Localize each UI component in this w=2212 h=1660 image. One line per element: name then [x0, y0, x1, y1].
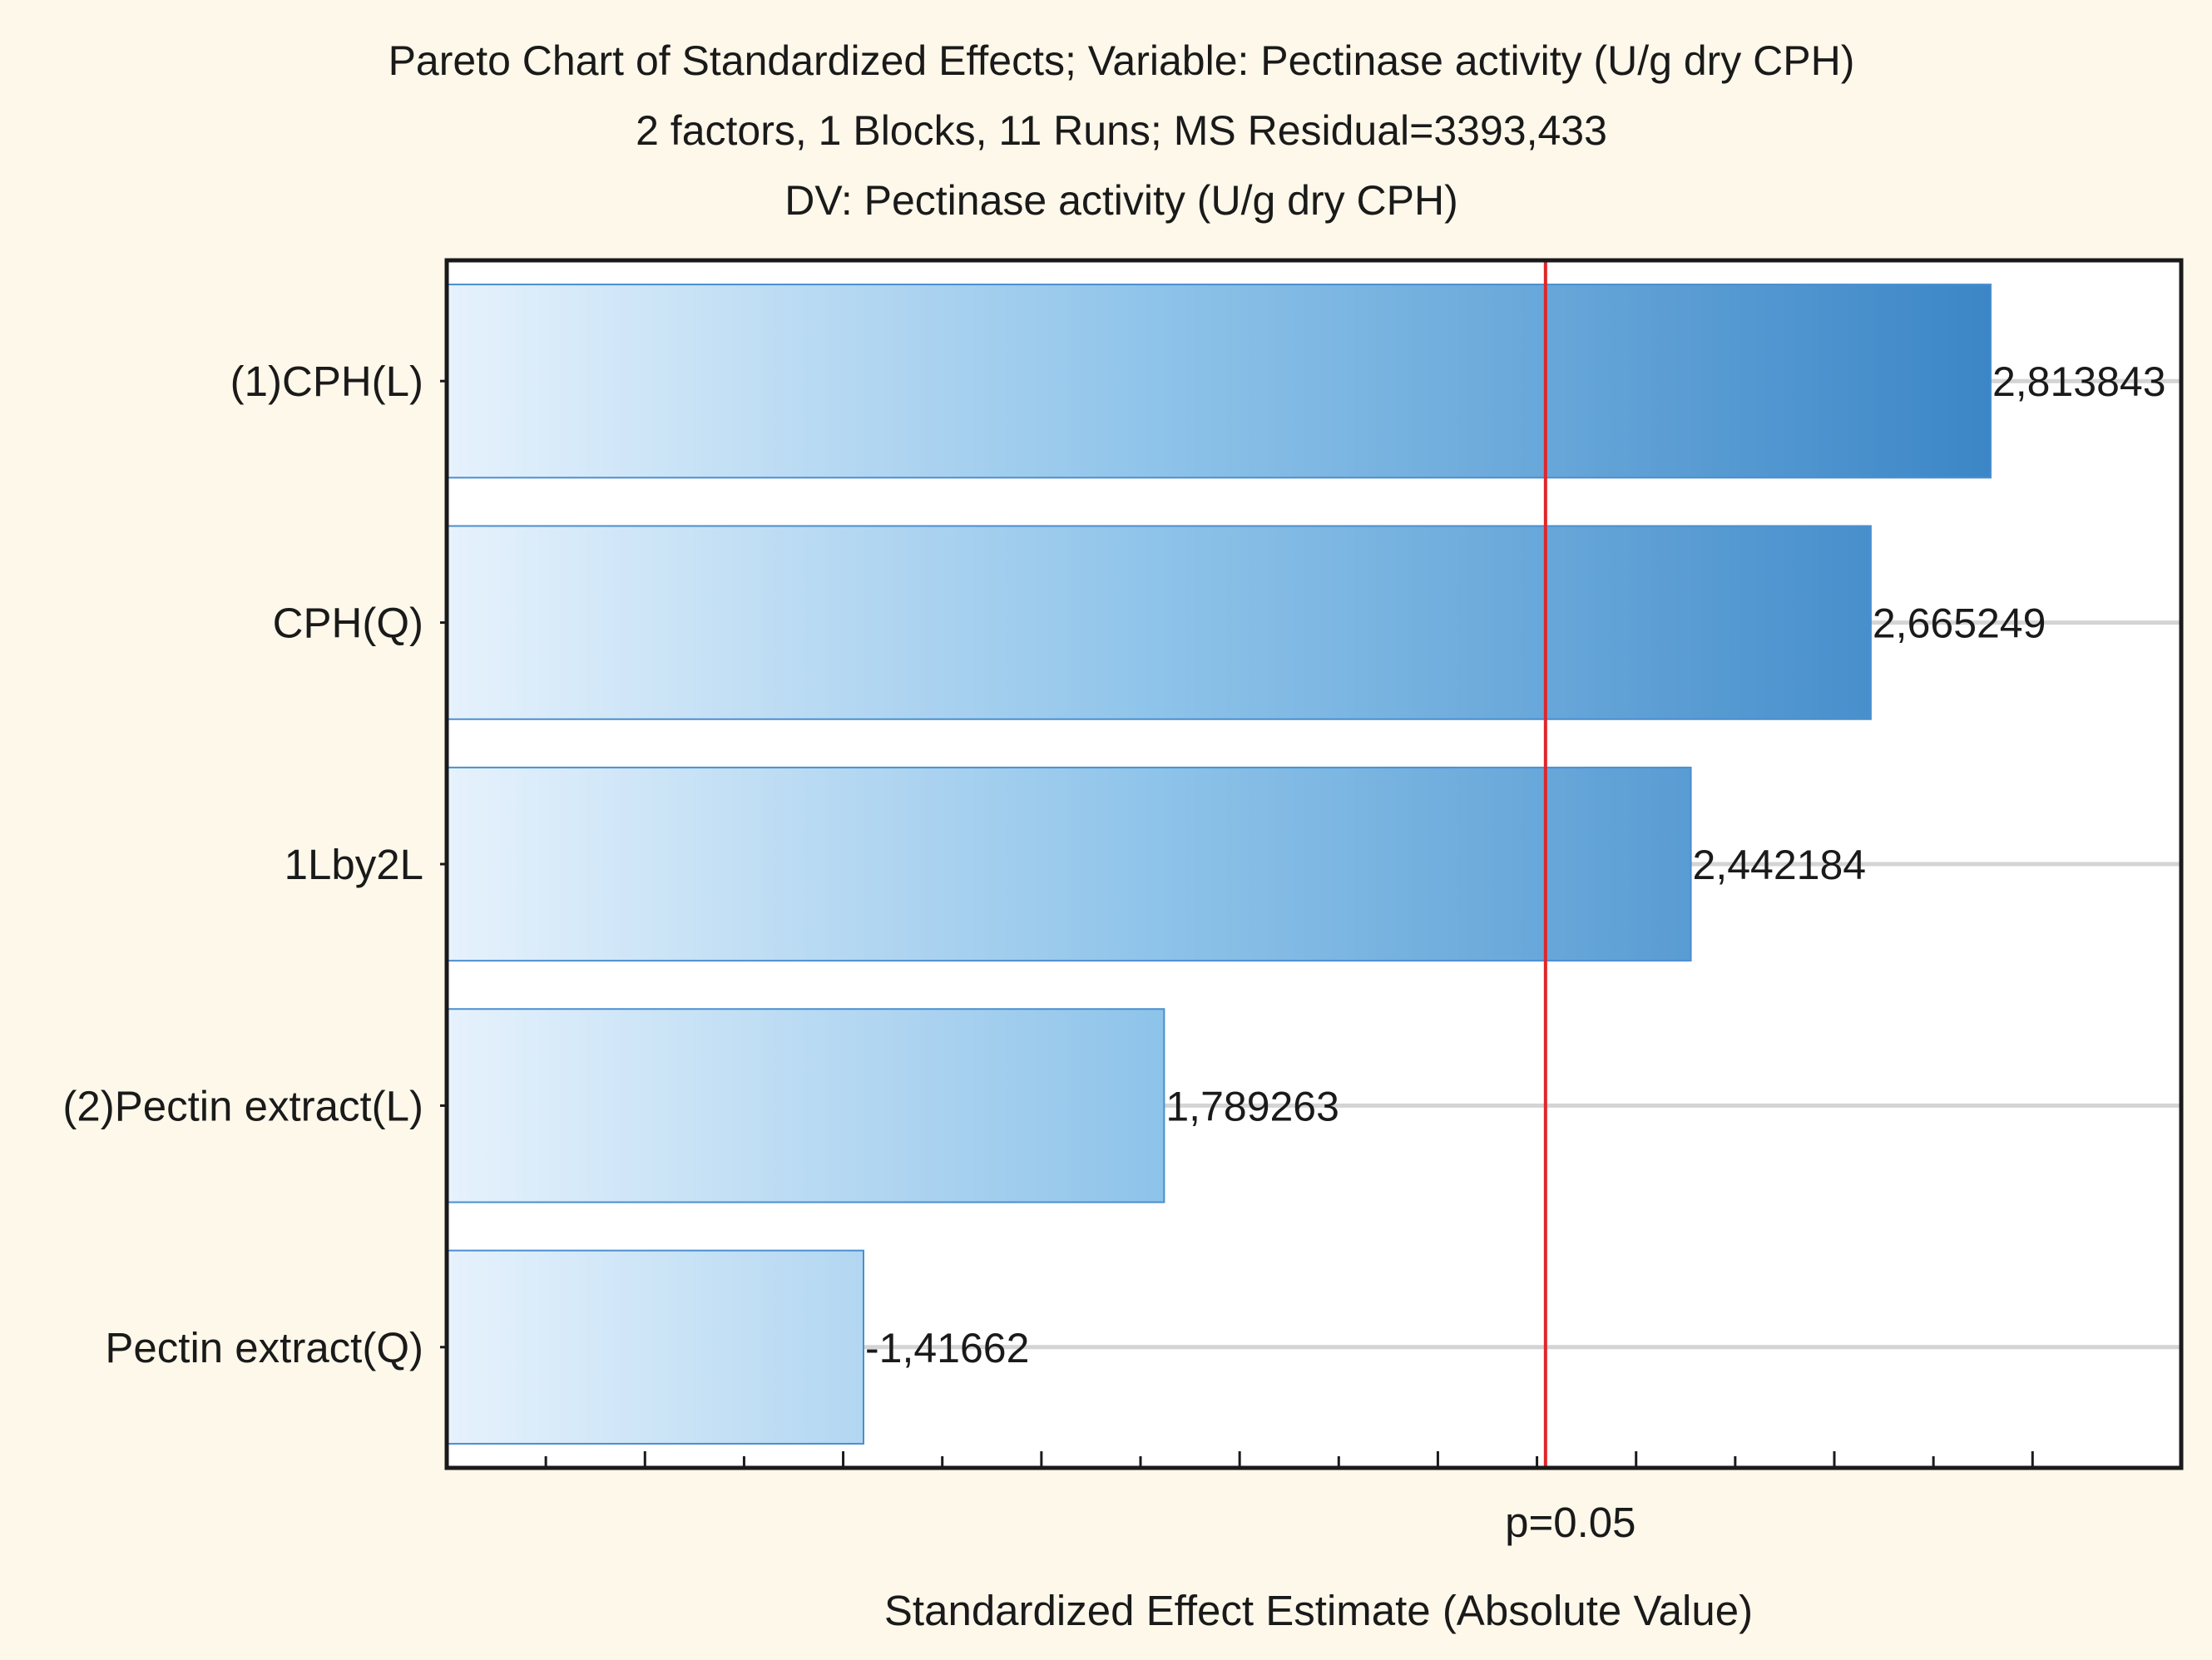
chart-dv-label: DV: Pectinase activity (U/g dry CPH): [784, 177, 1457, 224]
chart-subtitle: 2 factors, 1 Blocks, 11 Runs; MS Residua…: [636, 107, 1607, 154]
category-labels: (1)CPH(L) CPH(Q) 1Lby2L (2)Pectin extract(L…: [62, 358, 447, 1371]
value-label: 2,665249: [1873, 600, 2046, 647]
bar: [446, 525, 1872, 720]
category-label: (2)Pectin extract(L): [62, 1082, 423, 1129]
bar: [446, 1008, 1165, 1203]
bar: [446, 284, 1992, 479]
x-axis-label: Standardized Effect Estimate (Absolute V…: [884, 1587, 1753, 1634]
bar: [446, 1249, 865, 1445]
chart-title: Pareto Chart of Standardized Effects; Va…: [388, 37, 1855, 84]
bar: [446, 766, 1692, 962]
category-label: (1)CPH(L): [230, 358, 423, 405]
value-labels: 2,813843 2,665249 2,442184 1,789263 -1,41662: [865, 358, 2166, 1371]
value-label: 2,442184: [1693, 842, 1867, 888]
category-label: Pectin extract(Q): [105, 1324, 423, 1371]
category-label: CPH(Q): [273, 600, 423, 647]
value-label: -1,41662: [865, 1325, 1029, 1371]
value-label: 1,789263: [1165, 1083, 1339, 1129]
significance-label: p=0.05: [1505, 1499, 1635, 1546]
category-label: 1Lby2L: [285, 841, 423, 888]
bars: [446, 284, 1992, 1445]
value-label: 2,813843: [1992, 358, 2166, 405]
